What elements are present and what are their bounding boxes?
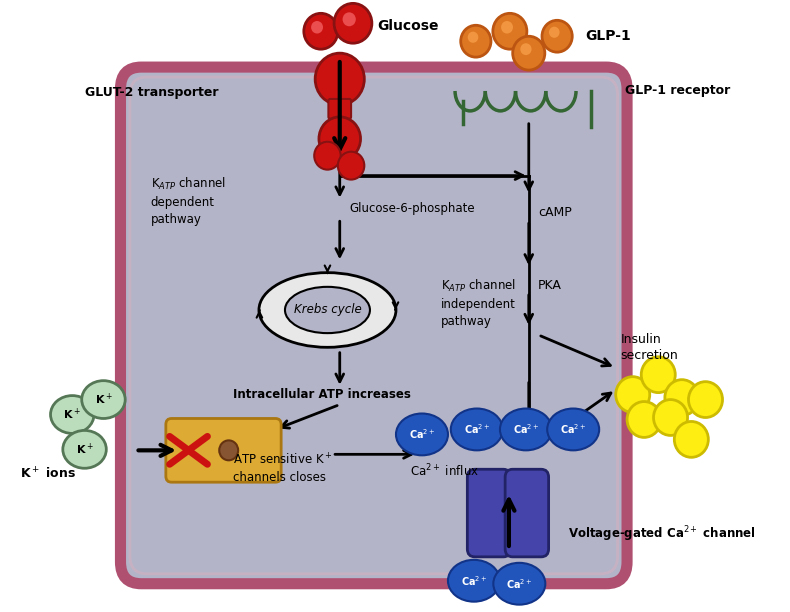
Circle shape: [665, 379, 699, 416]
Text: ATP sensitive K$^+$
channels closes: ATP sensitive K$^+$ channels closes: [233, 452, 333, 483]
Text: K$^+$: K$^+$: [63, 407, 81, 422]
Ellipse shape: [319, 117, 360, 161]
Ellipse shape: [315, 53, 364, 105]
Circle shape: [675, 422, 709, 457]
Ellipse shape: [500, 409, 552, 450]
Text: Ca$^{{2+}}$ influx: Ca$^{{2+}}$ influx: [410, 463, 479, 480]
Circle shape: [549, 27, 559, 38]
FancyBboxPatch shape: [329, 99, 351, 119]
Circle shape: [689, 382, 723, 417]
FancyBboxPatch shape: [505, 469, 548, 557]
Ellipse shape: [81, 381, 125, 419]
Text: Ca$^{2+}$: Ca$^{2+}$: [461, 574, 487, 588]
Text: Ca$^{2+}$: Ca$^{2+}$: [513, 422, 539, 436]
Circle shape: [615, 376, 649, 412]
Text: PKA: PKA: [538, 278, 562, 291]
Ellipse shape: [259, 273, 396, 348]
Text: K$_{{ATP}}$ channel
independent
pathway: K$_{{ATP}}$ channel independent pathway: [441, 278, 516, 328]
Circle shape: [334, 4, 372, 43]
Ellipse shape: [451, 409, 502, 450]
Text: K$^+$ ions: K$^+$ ions: [21, 466, 76, 482]
Circle shape: [542, 20, 572, 52]
Text: Ca$^{2+}$: Ca$^{2+}$: [408, 428, 435, 441]
FancyBboxPatch shape: [468, 469, 511, 557]
Text: Glucose: Glucose: [378, 19, 439, 33]
Text: Glucose-6-phosphate: Glucose-6-phosphate: [349, 202, 475, 215]
Circle shape: [501, 21, 513, 34]
Circle shape: [314, 142, 340, 170]
Ellipse shape: [63, 430, 107, 468]
Ellipse shape: [493, 563, 545, 605]
Ellipse shape: [285, 287, 370, 333]
FancyBboxPatch shape: [166, 419, 281, 482]
Circle shape: [311, 21, 323, 34]
Circle shape: [627, 401, 661, 438]
Text: cAMP: cAMP: [538, 206, 572, 219]
Ellipse shape: [547, 409, 599, 450]
Circle shape: [493, 13, 527, 49]
Ellipse shape: [396, 414, 448, 455]
Circle shape: [461, 25, 491, 57]
Text: K$^+$: K$^+$: [76, 442, 93, 457]
Text: Intracellular ATP increases: Intracellular ATP increases: [233, 388, 411, 401]
Text: Ca$^{2+}$: Ca$^{2+}$: [464, 422, 490, 436]
Circle shape: [521, 43, 532, 55]
Text: Ca$^{2+}$: Ca$^{2+}$: [560, 422, 586, 436]
Text: Voltage-gated Ca$^{{2+}}$ channel: Voltage-gated Ca$^{{2+}}$ channel: [569, 524, 756, 543]
FancyBboxPatch shape: [120, 67, 627, 584]
Text: GLP-1: GLP-1: [585, 29, 631, 43]
Text: K$^+$: K$^+$: [95, 392, 112, 407]
Text: K$_{{ATP}}$ channel
dependent
pathway: K$_{{ATP}}$ channel dependent pathway: [151, 176, 226, 226]
Circle shape: [343, 12, 356, 26]
Circle shape: [641, 357, 675, 393]
Ellipse shape: [448, 560, 500, 602]
Text: Krebs cycle: Krebs cycle: [294, 304, 361, 316]
Circle shape: [653, 400, 687, 435]
Circle shape: [304, 13, 338, 49]
Circle shape: [338, 152, 364, 179]
Circle shape: [468, 32, 478, 43]
Text: Ca$^{2+}$: Ca$^{2+}$: [506, 577, 532, 591]
Text: Insulin
secretion: Insulin secretion: [620, 334, 678, 362]
Ellipse shape: [51, 395, 94, 433]
Text: GLUT-2 transporter: GLUT-2 transporter: [85, 86, 219, 99]
Text: GLP-1 receptor: GLP-1 receptor: [625, 84, 731, 97]
Circle shape: [220, 441, 238, 460]
Circle shape: [513, 36, 545, 70]
